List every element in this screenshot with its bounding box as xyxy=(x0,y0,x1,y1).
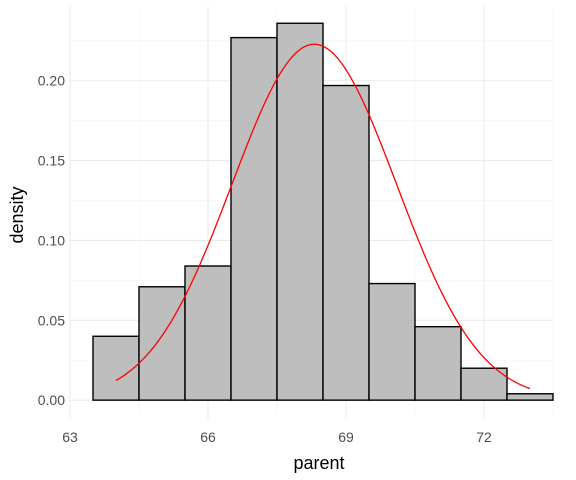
y-axis-ticks: 0.00 0.05 0.10 0.15 0.20 xyxy=(38,73,65,408)
histogram-bar xyxy=(92,335,140,401)
density-curve-line xyxy=(115,43,531,390)
x-axis-ticks: 63 66 69 72 xyxy=(62,429,492,445)
histogram-bar xyxy=(506,393,554,401)
x-tick-label: 69 xyxy=(338,429,354,445)
histogram-bar xyxy=(414,325,462,401)
histogram-bars xyxy=(92,22,554,401)
histogram-bar xyxy=(368,282,416,401)
y-tick-label: 0.00 xyxy=(38,392,65,408)
histogram-bar xyxy=(460,367,508,401)
y-tick-label: 0.15 xyxy=(38,153,65,169)
x-tick-label: 66 xyxy=(200,429,216,445)
histogram-bar xyxy=(184,265,232,401)
histogram-bar xyxy=(230,36,278,401)
y-tick-label: 0.20 xyxy=(38,73,65,89)
x-axis-title: parent xyxy=(293,453,344,473)
y-axis-title: density xyxy=(7,186,27,243)
histogram-bar xyxy=(276,22,324,401)
histogram-bar xyxy=(138,286,186,401)
histogram-bar xyxy=(322,84,370,401)
y-tick-label: 0.05 xyxy=(38,312,65,328)
x-tick-label: 63 xyxy=(62,429,78,445)
x-tick-label: 72 xyxy=(476,429,492,445)
y-tick-label: 0.10 xyxy=(38,232,65,248)
